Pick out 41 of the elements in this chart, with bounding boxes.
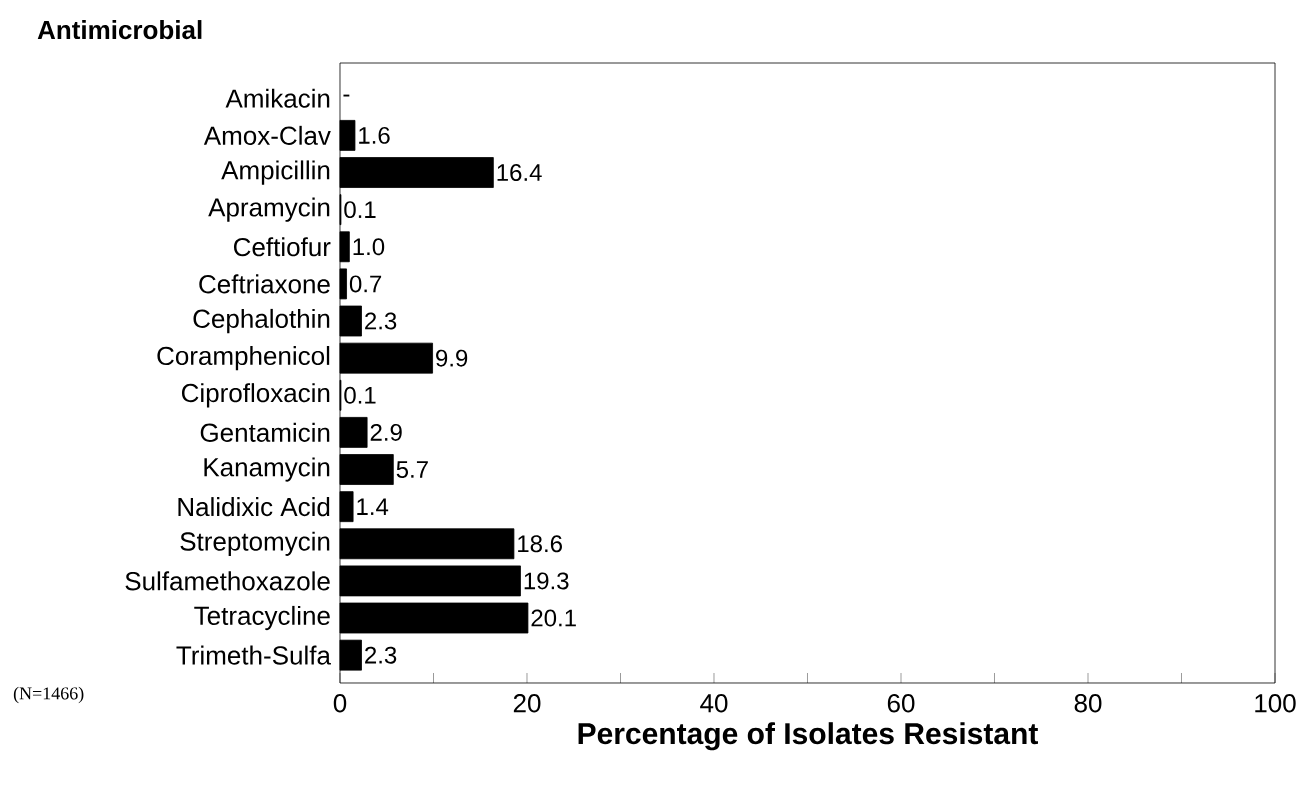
y-tick-label: Trimeth-Sulfa xyxy=(176,645,331,665)
x-tick-label: 80 xyxy=(1074,694,1102,713)
data-label: 1.0 xyxy=(353,238,385,256)
y-tick-label: Ciprofloxacin xyxy=(181,383,330,408)
data-label: 9.9 xyxy=(436,349,468,367)
y-tick-label: Apramycin xyxy=(208,197,330,222)
data-label: 0.1 xyxy=(344,201,376,219)
data-label: 0.7 xyxy=(349,275,382,293)
y-tick-label: Nalidixic Acid xyxy=(178,497,330,517)
data-label: 18.6 xyxy=(518,535,562,553)
x-axis-title: Percentage of Isolates Resistant xyxy=(578,722,1039,751)
data-label: 2.3 xyxy=(365,646,397,664)
data-label: 19.3 xyxy=(524,572,569,590)
y-tick-label: Tetracycline xyxy=(194,605,330,631)
y-tick-label: Ceftiofur xyxy=(233,237,331,257)
y-tick-label: Amikacin xyxy=(225,88,330,108)
data-label: 16.4 xyxy=(497,164,542,181)
x-tick-label: 20 xyxy=(513,694,541,713)
data-label: 1.4 xyxy=(357,498,389,515)
y-axis-title: Antimicrobial xyxy=(37,20,202,40)
x-tick-label: 40 xyxy=(700,694,728,713)
y-tick-label: Gentamicin xyxy=(200,422,330,442)
y-tick-label: Kanamycin xyxy=(204,457,330,482)
data-label: 1.6 xyxy=(359,126,390,144)
y-tick-label: Ceftriaxone xyxy=(199,274,330,294)
y-tick-label: Ampicillin xyxy=(221,160,330,185)
x-tick-label: 60 xyxy=(887,694,915,713)
data-label: 5.7 xyxy=(396,461,428,478)
y-tick-label: Coramphenicol xyxy=(157,346,330,371)
text: - xyxy=(343,94,350,97)
data-label: 0.1 xyxy=(344,386,376,404)
y-tick-label: Streptomycin xyxy=(180,531,330,556)
text: (N=1466) xyxy=(13,686,84,704)
data-label: 20.1 xyxy=(531,609,576,627)
y-tick-label: Amox-Clav xyxy=(203,125,331,145)
data-label: 2.3 xyxy=(365,312,397,330)
y-tick-label: Cephalothin xyxy=(193,308,330,334)
x-tick-label: 0 xyxy=(333,694,347,713)
data-label: 2.9 xyxy=(370,423,402,441)
x-tick-label: 100 xyxy=(1255,694,1296,713)
y-tick-label: Sulfamethoxazole xyxy=(125,571,330,591)
